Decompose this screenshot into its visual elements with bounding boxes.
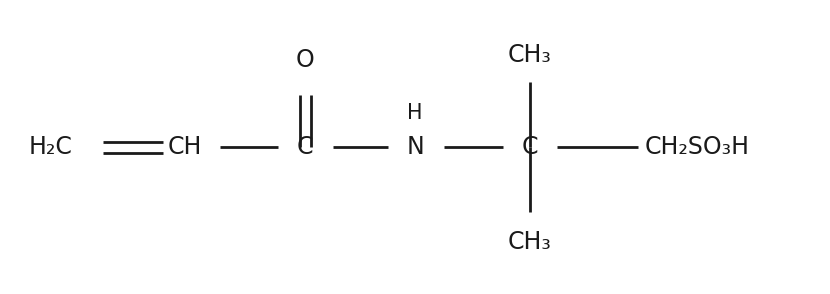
Text: CH₃: CH₃: [508, 230, 552, 254]
Text: H₂C: H₂C: [28, 135, 72, 159]
Text: CH: CH: [168, 135, 203, 159]
Text: H: H: [408, 103, 422, 123]
Text: CH₂SO₃H: CH₂SO₃H: [645, 135, 750, 159]
Text: O: O: [295, 48, 315, 72]
Text: CH₃: CH₃: [508, 43, 552, 67]
Text: N: N: [406, 135, 424, 159]
Text: C: C: [297, 135, 313, 159]
Text: C: C: [522, 135, 538, 159]
